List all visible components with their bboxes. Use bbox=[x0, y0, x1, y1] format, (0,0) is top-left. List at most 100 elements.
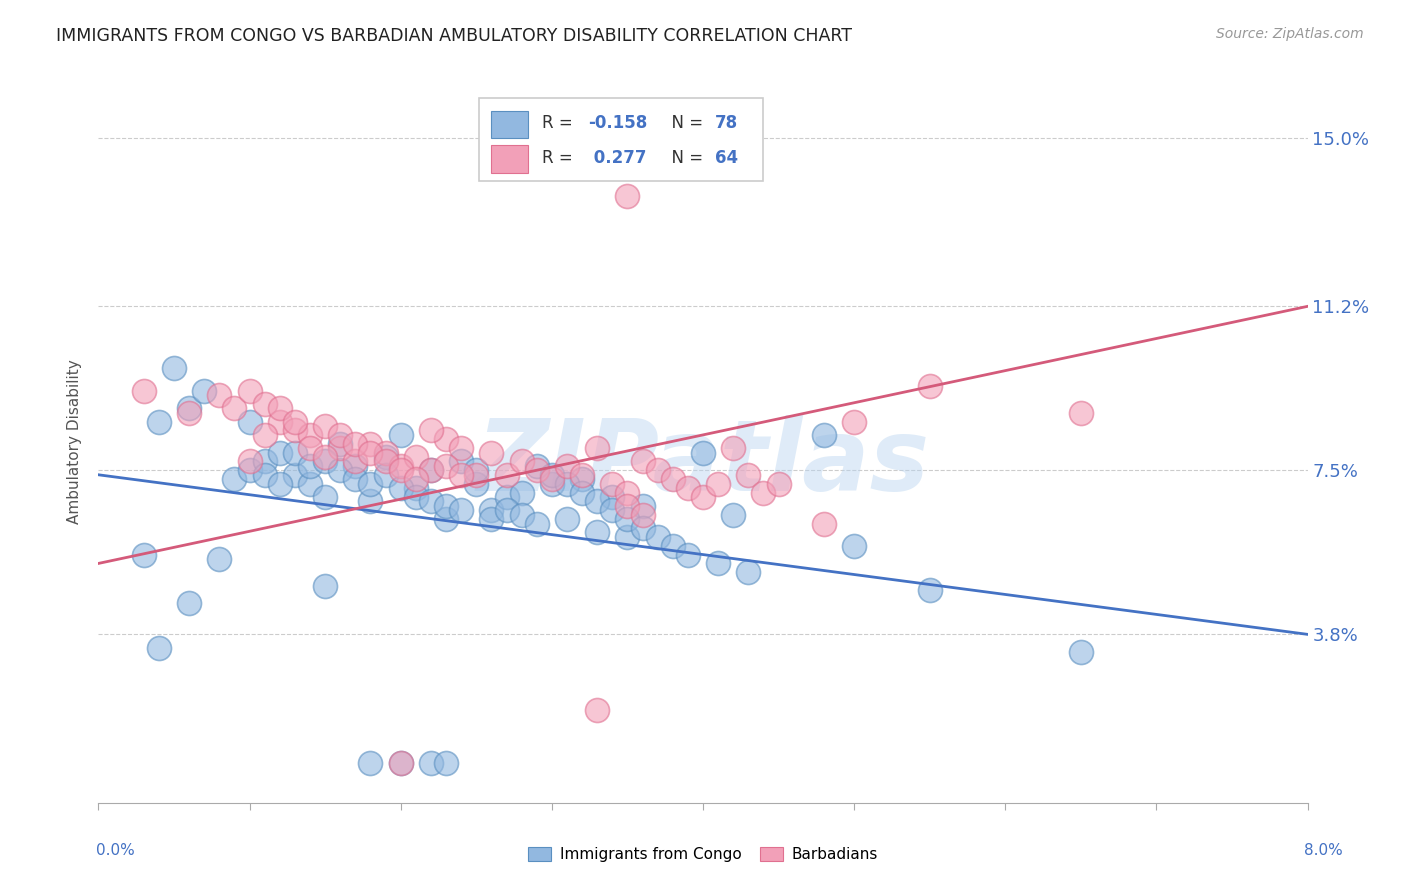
Point bbox=[631, 521, 654, 535]
Point bbox=[132, 384, 155, 398]
Text: N =: N = bbox=[661, 114, 709, 132]
FancyBboxPatch shape bbox=[479, 98, 763, 181]
Point bbox=[602, 476, 624, 491]
Point bbox=[450, 503, 472, 517]
Point bbox=[329, 428, 352, 442]
Point bbox=[179, 406, 201, 420]
Point bbox=[344, 472, 367, 486]
Point bbox=[465, 463, 488, 477]
Point bbox=[344, 454, 367, 468]
Point bbox=[374, 450, 396, 464]
Point bbox=[374, 445, 396, 459]
Point bbox=[314, 454, 336, 468]
Point bbox=[224, 472, 246, 486]
Point bbox=[602, 503, 624, 517]
Point bbox=[465, 476, 488, 491]
Point bbox=[692, 490, 714, 504]
Point bbox=[555, 512, 578, 526]
Point bbox=[616, 530, 638, 544]
Point bbox=[571, 467, 593, 482]
Point bbox=[481, 503, 503, 517]
Point bbox=[284, 467, 307, 482]
Point bbox=[208, 552, 231, 566]
Point bbox=[707, 476, 730, 491]
Point bbox=[179, 596, 201, 610]
Point bbox=[555, 458, 578, 473]
Point bbox=[344, 458, 367, 473]
Point bbox=[661, 472, 683, 486]
Point bbox=[179, 401, 201, 416]
Legend: Immigrants from Congo, Barbadians: Immigrants from Congo, Barbadians bbox=[522, 841, 884, 868]
Point bbox=[586, 494, 609, 508]
Point bbox=[269, 415, 291, 429]
Point bbox=[571, 472, 593, 486]
Point bbox=[434, 756, 457, 770]
Point bbox=[269, 445, 291, 459]
Point bbox=[526, 463, 548, 477]
Point bbox=[253, 454, 276, 468]
Point bbox=[329, 463, 352, 477]
Text: R =: R = bbox=[543, 114, 578, 132]
Point bbox=[163, 361, 186, 376]
Point bbox=[661, 539, 683, 553]
FancyBboxPatch shape bbox=[492, 111, 527, 138]
FancyBboxPatch shape bbox=[492, 145, 527, 173]
Point bbox=[360, 436, 382, 450]
Point bbox=[389, 428, 412, 442]
Point bbox=[284, 415, 307, 429]
Point bbox=[360, 756, 382, 770]
Point bbox=[616, 188, 638, 202]
Point bbox=[299, 458, 322, 473]
Point bbox=[526, 516, 548, 531]
Text: 0.277: 0.277 bbox=[588, 149, 647, 167]
Text: 8.0%: 8.0% bbox=[1303, 843, 1343, 858]
Point bbox=[420, 424, 443, 438]
Point bbox=[389, 463, 412, 477]
Point bbox=[918, 379, 941, 393]
Point bbox=[586, 703, 609, 717]
Point bbox=[631, 508, 654, 522]
Point bbox=[239, 454, 262, 468]
Text: N =: N = bbox=[661, 149, 709, 167]
Point bbox=[540, 476, 562, 491]
Point bbox=[844, 539, 866, 553]
Point bbox=[239, 384, 262, 398]
Point bbox=[420, 756, 443, 770]
Point bbox=[329, 441, 352, 455]
Point bbox=[253, 467, 276, 482]
Point bbox=[495, 503, 517, 517]
Point bbox=[723, 441, 745, 455]
Point bbox=[148, 640, 170, 655]
Point bbox=[510, 454, 533, 468]
Point bbox=[616, 499, 638, 513]
Point bbox=[405, 450, 427, 464]
Point bbox=[631, 499, 654, 513]
Text: 78: 78 bbox=[716, 114, 738, 132]
Point bbox=[768, 476, 790, 491]
Point bbox=[495, 490, 517, 504]
Point bbox=[314, 419, 336, 434]
Point bbox=[450, 467, 472, 482]
Point bbox=[707, 557, 730, 571]
Point bbox=[420, 494, 443, 508]
Point bbox=[450, 441, 472, 455]
Point bbox=[389, 458, 412, 473]
Point bbox=[239, 415, 262, 429]
Point bbox=[481, 512, 503, 526]
Point bbox=[844, 415, 866, 429]
Point bbox=[647, 530, 669, 544]
Point bbox=[737, 566, 759, 580]
Point bbox=[224, 401, 246, 416]
Point bbox=[360, 494, 382, 508]
Point bbox=[389, 756, 412, 770]
Point bbox=[314, 450, 336, 464]
Point bbox=[299, 476, 322, 491]
Point bbox=[284, 445, 307, 459]
Point bbox=[193, 384, 215, 398]
Point bbox=[1070, 406, 1092, 420]
Point bbox=[676, 481, 699, 495]
Point bbox=[586, 525, 609, 540]
Point bbox=[813, 428, 835, 442]
Point bbox=[540, 467, 562, 482]
Point bbox=[434, 499, 457, 513]
